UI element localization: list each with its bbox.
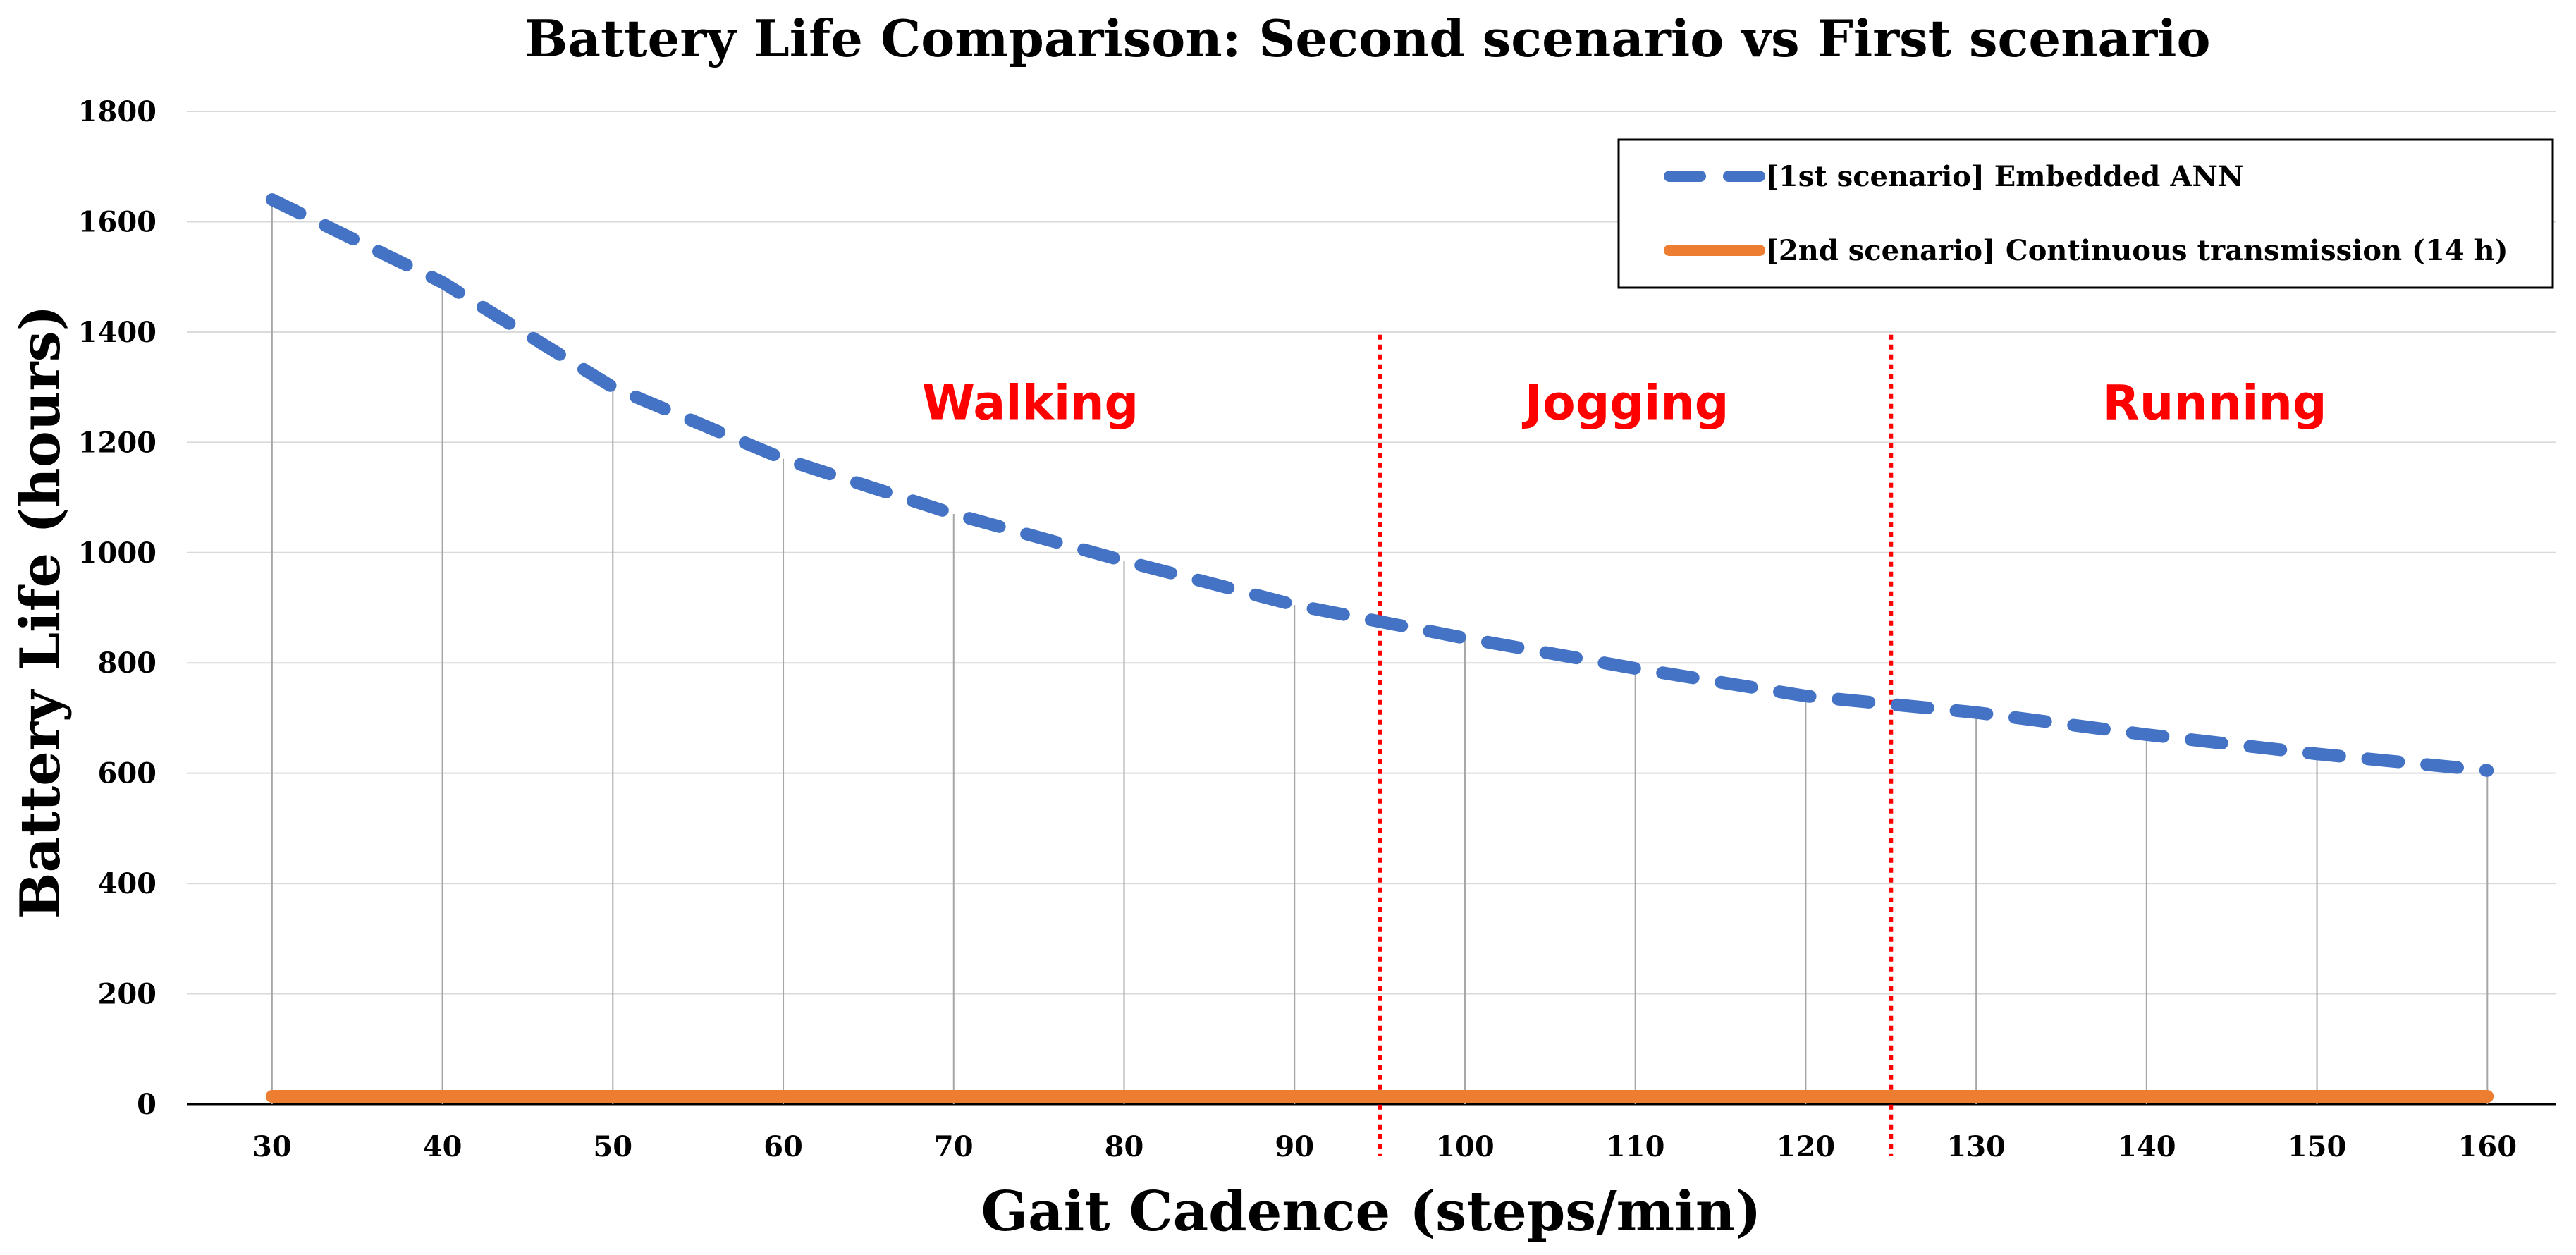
- x-axis-tick-labels: 30 40 50 60 70 80 90 100 110 120 130 140 150 160: [252, 1130, 2517, 1163]
- horizontal-gridlines: [187, 111, 2556, 1106]
- y-tick-label-200: 200: [98, 978, 157, 1011]
- x-tick-label-110: 110: [1606, 1130, 1665, 1163]
- x-tick-label-80: 80: [1105, 1130, 1144, 1163]
- region-boundaries: [1378, 334, 1894, 1156]
- y-axis-tick-labels: 0 200 400 600 800 1000 1200 1400 1600 1800: [78, 95, 157, 1121]
- region-label-running: Running: [2103, 376, 2327, 431]
- x-tick-label-70: 70: [934, 1130, 974, 1163]
- region-labels: Walking Jogging Running: [922, 376, 2327, 431]
- region-label-walking: Walking: [922, 376, 1139, 431]
- x-tick-label-130: 130: [1946, 1130, 2006, 1163]
- x-tick-label-120: 120: [1777, 1130, 1836, 1163]
- x-tick-label-160: 160: [2458, 1130, 2517, 1163]
- x-tick-label-30: 30: [252, 1130, 292, 1163]
- x-tick-label-150: 150: [2288, 1130, 2347, 1163]
- y-tick-label-1200: 1200: [78, 426, 157, 459]
- x-axis-label: Gait Cadence (steps/min): [981, 1180, 1762, 1244]
- y-tick-label-1600: 1600: [78, 205, 157, 238]
- y-tick-label-800: 800: [98, 647, 157, 680]
- chart-title: Battery Life Comparison: Second scenario…: [525, 8, 2210, 68]
- region-label-jogging: Jogging: [1522, 376, 1729, 431]
- x-tick-label-90: 90: [1275, 1130, 1314, 1163]
- drop-lines: [271, 200, 2489, 1104]
- legend-label-embedded-ann: [1st scenario] Embedded ANN: [1765, 160, 2243, 193]
- y-axis-label: Battery Life (hours): [8, 305, 73, 919]
- y-tick-label-1800: 1800: [78, 95, 157, 128]
- x-tick-label-140: 140: [2117, 1130, 2176, 1163]
- x-tick-label-100: 100: [1435, 1130, 1495, 1163]
- legend-box: [1617, 138, 2554, 289]
- x-tick-label-40: 40: [423, 1130, 462, 1163]
- y-tick-label-1400: 1400: [78, 316, 157, 349]
- legend-label-continuous-transmission: [2nd scenario] Continuous transmission (…: [1765, 234, 2508, 267]
- y-tick-label-1000: 1000: [78, 537, 157, 570]
- y-tick-label-0: 0: [137, 1088, 157, 1121]
- series-lines: [265, 193, 2494, 1103]
- y-tick-label-400: 400: [98, 867, 157, 900]
- legend: [1st scenario] Embedded ANN [2nd scenari…: [1617, 138, 2554, 289]
- x-tick-label-60: 60: [763, 1130, 803, 1163]
- x-tick-label-50: 50: [593, 1130, 632, 1163]
- y-tick-label-600: 600: [98, 757, 157, 790]
- series-line-embedded-ann: [265, 193, 2494, 777]
